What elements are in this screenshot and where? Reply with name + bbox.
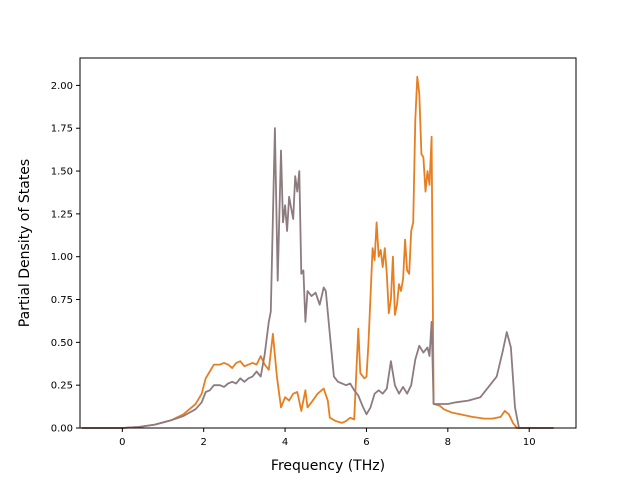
y-tick-label: 1.25 <box>51 209 73 220</box>
y-tick-label: 0.75 <box>51 295 73 306</box>
y-tick-label: 1.75 <box>51 124 73 135</box>
x-tick-label: 6 <box>363 437 369 448</box>
x-axis-ticks: 0 2 4 6 8 10 <box>119 428 536 448</box>
x-tick-label: 0 <box>119 437 125 448</box>
y-axis-ticks: 0.00 0.25 0.50 0.75 1.00 1.25 1.50 1.75 2.00 <box>51 81 80 435</box>
x-tick-label: 8 <box>445 437 451 448</box>
y-axis-title: Partial Density of States <box>17 159 33 327</box>
y-tick-label: 0.50 <box>51 338 73 349</box>
y-tick-label: 0.25 <box>51 381 73 392</box>
y-tick-label: 2.00 <box>51 81 73 92</box>
x-tick-label: 4 <box>282 437 288 448</box>
x-tick-label: 10 <box>523 437 536 448</box>
series-layer <box>81 75 554 429</box>
series-line-1 <box>81 75 554 429</box>
series-line-2 <box>81 127 554 429</box>
y-tick-label: 1.00 <box>51 252 73 263</box>
y-tick-label: 0.00 <box>51 424 73 435</box>
x-axis-title: Frequency (THz) <box>271 458 385 474</box>
y-tick-label: 1.50 <box>51 167 73 178</box>
plot-frame <box>79 57 577 429</box>
x-tick-label: 2 <box>201 437 207 448</box>
